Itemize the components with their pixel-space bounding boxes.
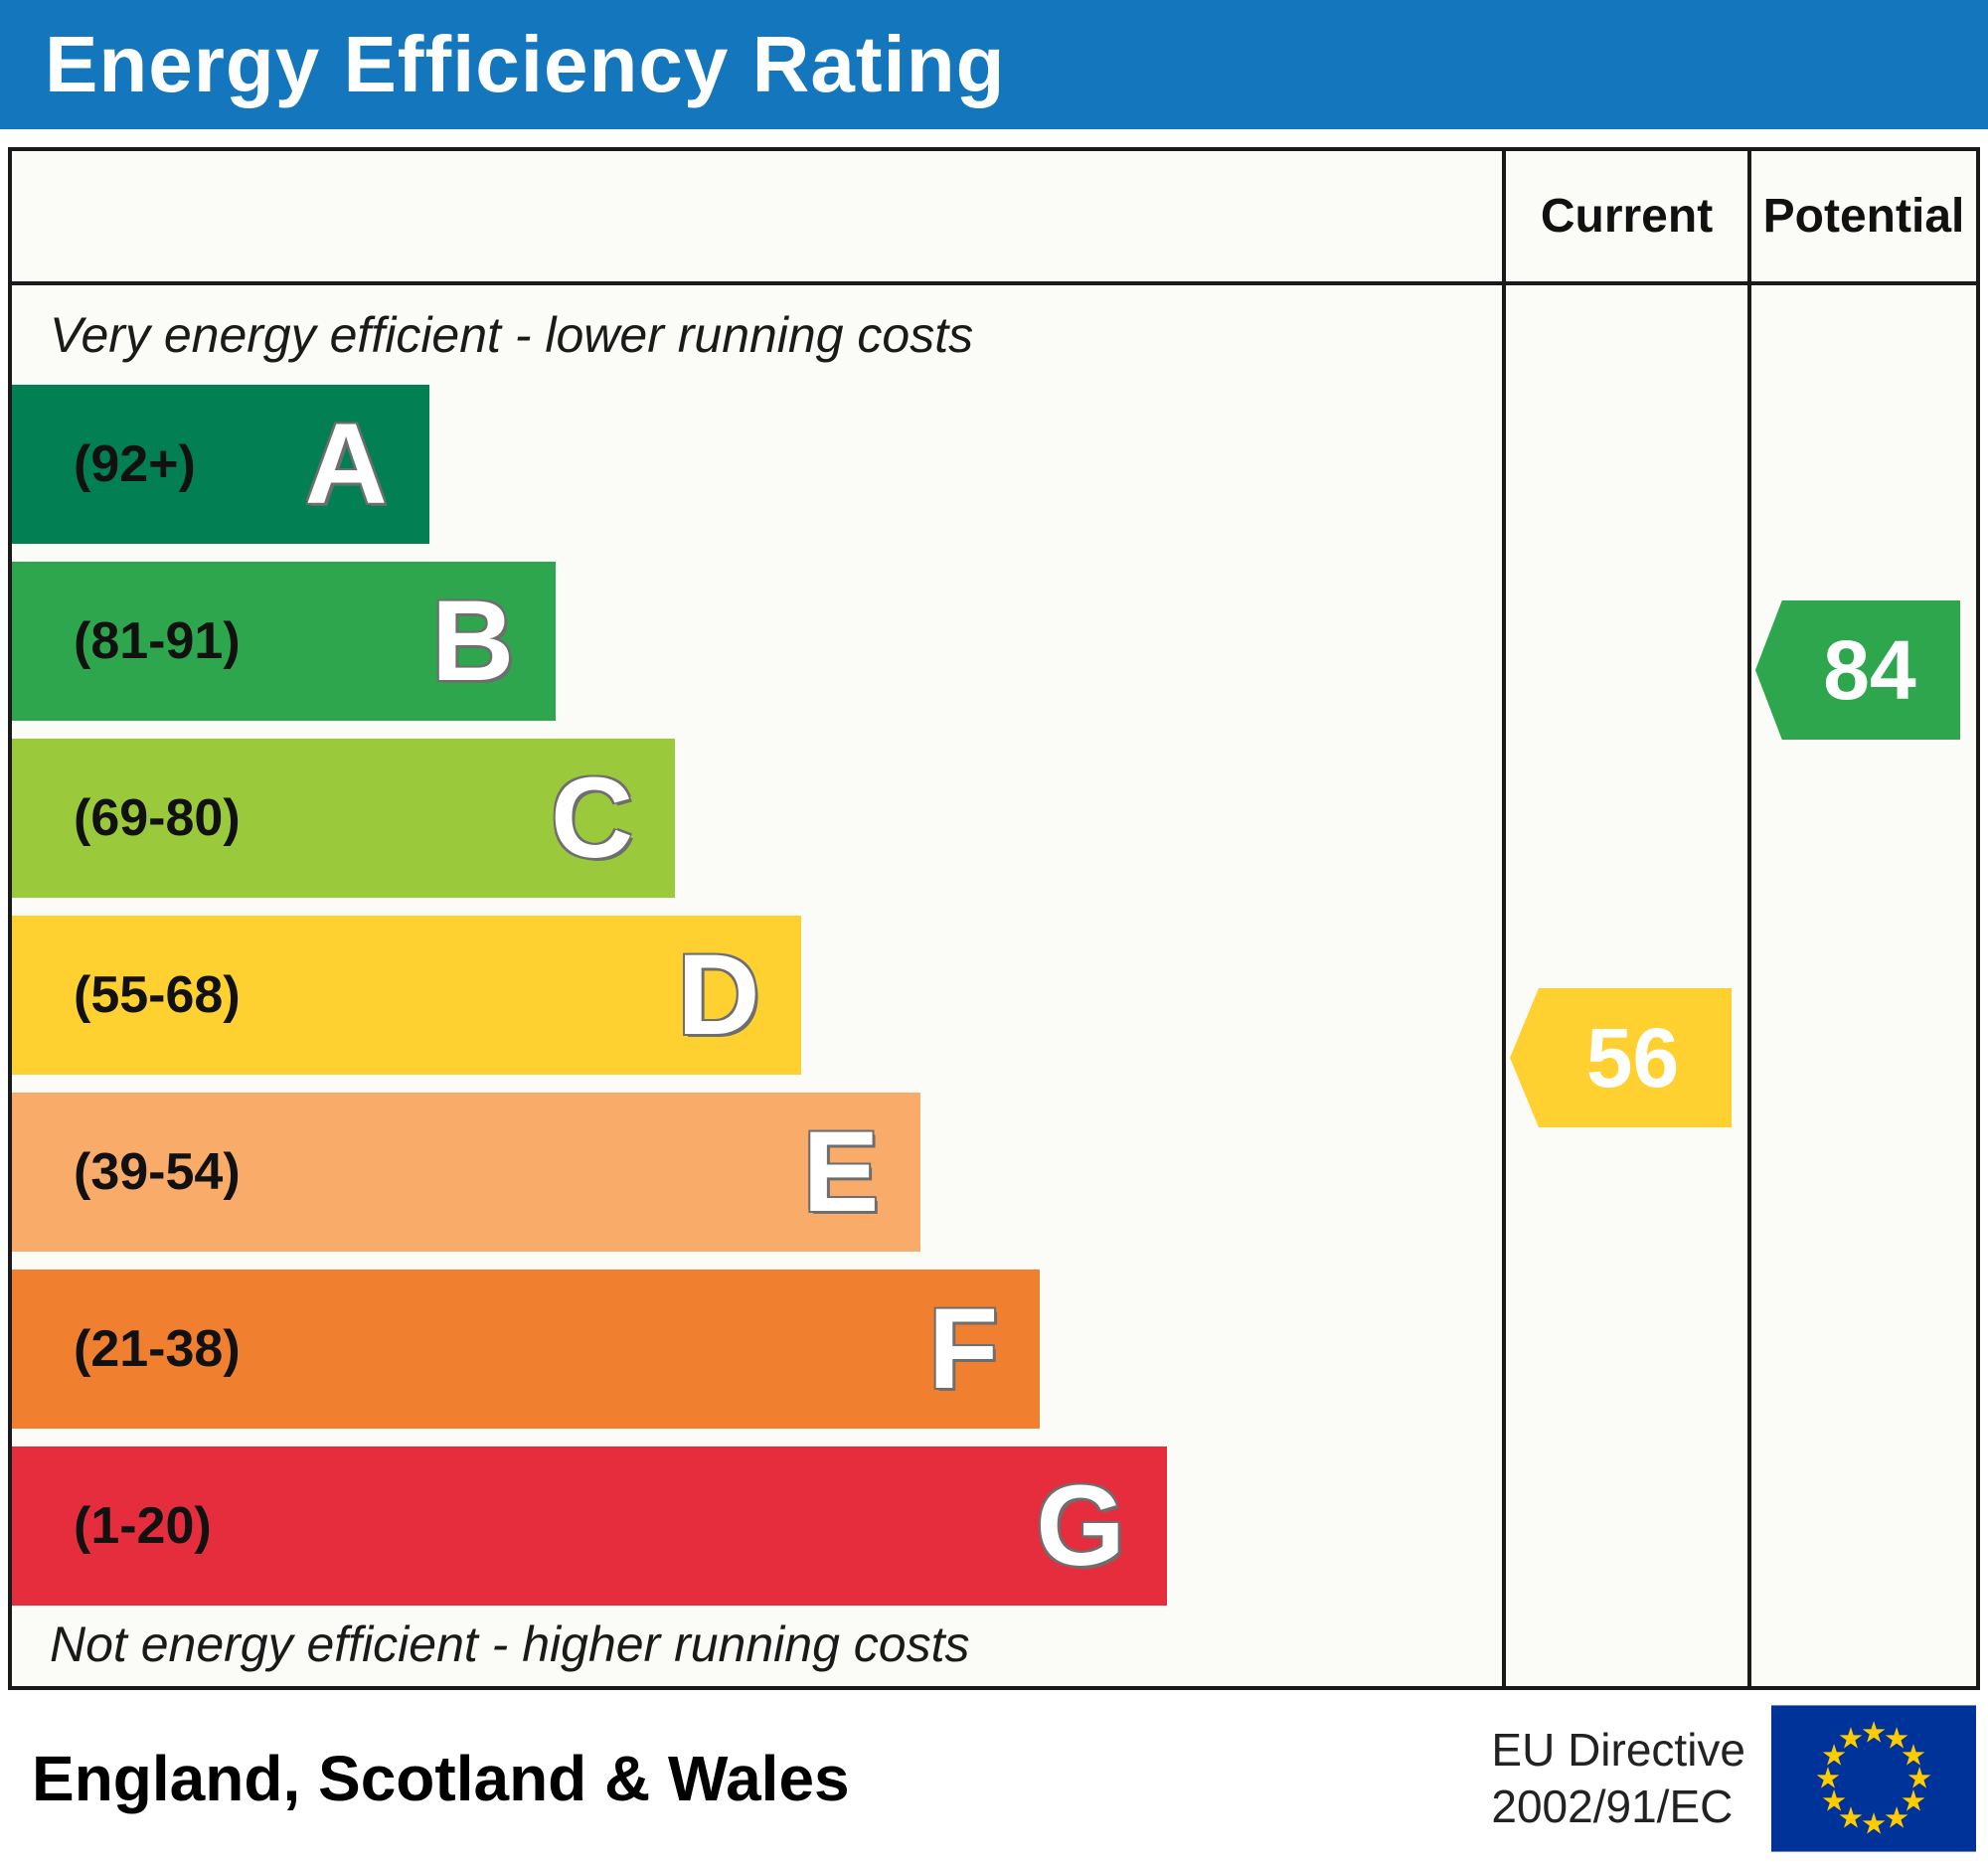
band-letter: A bbox=[304, 400, 388, 528]
current-column: 56 bbox=[1502, 285, 1747, 1686]
svg-text:★: ★ bbox=[1861, 1808, 1887, 1841]
band-range-label: (92+) bbox=[74, 435, 196, 493]
bands-area: Very energy efficient - lower running co… bbox=[12, 285, 1502, 1686]
band-letter: E bbox=[802, 1107, 880, 1236]
band-bar-c: (69-80) C bbox=[12, 739, 676, 898]
chart-header-spacer bbox=[12, 151, 1502, 285]
current-rating-pointer: 56 bbox=[1510, 988, 1732, 1127]
band-letter: C bbox=[550, 754, 634, 882]
bottom-note: Not energy efficient - higher running co… bbox=[50, 1615, 970, 1672]
band-range-label: (39-54) bbox=[74, 1143, 241, 1201]
band-range-label: (81-91) bbox=[74, 612, 241, 670]
svg-text:★: ★ bbox=[1901, 1785, 1926, 1818]
band-row-a: (92+) A bbox=[12, 385, 1502, 544]
band-bar-e: (39-54) E bbox=[12, 1093, 921, 1252]
svg-text:★: ★ bbox=[1815, 1763, 1841, 1795]
band-bar-a: (92+) A bbox=[12, 385, 429, 544]
band-list: (92+) A (81-91) B (69-80) C (55-68) D (39-54) E (2… bbox=[12, 385, 1502, 1606]
page-title: Energy Efficiency Rating bbox=[45, 20, 1006, 108]
svg-text:★: ★ bbox=[1901, 1739, 1926, 1772]
title-bar: Energy Efficiency Rating bbox=[0, 0, 1988, 129]
potential-column: 84 bbox=[1747, 285, 1976, 1686]
epc-table: Current Potential Very energy efficient … bbox=[8, 147, 1980, 1690]
svg-text:★: ★ bbox=[1838, 1723, 1864, 1756]
band-letter: F bbox=[928, 1284, 999, 1413]
band-row-b: (81-91) B bbox=[12, 562, 1502, 721]
band-row-e: (39-54) E bbox=[12, 1093, 1502, 1252]
top-note: Very energy efficient - lower running co… bbox=[50, 307, 974, 363]
footer: England, Scotland & Wales EU Directive 2… bbox=[0, 1690, 1988, 1867]
svg-text:★: ★ bbox=[1884, 1801, 1909, 1834]
potential-rating-value: 84 bbox=[1823, 622, 1916, 717]
band-row-f: (21-38) F bbox=[12, 1270, 1502, 1429]
band-letter: D bbox=[677, 931, 760, 1059]
potential-rating-pointer: 84 bbox=[1755, 600, 1960, 740]
svg-text:★: ★ bbox=[1861, 1716, 1887, 1749]
band-range-label: (69-80) bbox=[74, 789, 241, 847]
band-bar-b: (81-91) B bbox=[12, 562, 557, 721]
footer-right: EU Directive 2002/91/EC ★ ★ ★ ★ ★ ★ ★ ★ ★ ★ ★ ★ bbox=[1491, 1704, 1988, 1853]
svg-text:★: ★ bbox=[1821, 1739, 1847, 1772]
band-range-label: (1-20) bbox=[74, 1497, 212, 1555]
band-bar-g: (1-20) G bbox=[12, 1446, 1167, 1606]
region-label: England, Scotland & Wales bbox=[32, 1743, 850, 1814]
svg-text:★: ★ bbox=[1838, 1801, 1864, 1834]
potential-column-header: Potential bbox=[1747, 151, 1976, 285]
band-letter: B bbox=[431, 577, 515, 705]
band-range-label: (55-68) bbox=[74, 966, 241, 1024]
band-row-d: (55-68) D bbox=[12, 916, 1502, 1075]
eu-flag-icon: ★★★★★★★★★★★★ bbox=[1771, 1705, 1976, 1852]
eu-directive-line2: 2002/91/EC bbox=[1491, 1781, 1734, 1832]
eu-directive-label: EU Directive 2002/91/EC bbox=[1491, 1722, 1745, 1836]
current-column-header: Current bbox=[1502, 151, 1747, 285]
svg-text:★: ★ bbox=[1906, 1763, 1932, 1795]
band-letter: G bbox=[1036, 1461, 1125, 1590]
svg-text:★: ★ bbox=[1884, 1723, 1909, 1756]
band-bar-d: (55-68) D bbox=[12, 916, 802, 1075]
band-bar-f: (21-38) F bbox=[12, 1270, 1041, 1429]
band-row-g: (1-20) G bbox=[12, 1446, 1502, 1606]
svg-text:★: ★ bbox=[1821, 1785, 1847, 1818]
band-row-c: (69-80) C bbox=[12, 739, 1502, 898]
current-rating-value: 56 bbox=[1585, 1010, 1680, 1104]
eu-directive-line1: EU Directive bbox=[1491, 1723, 1745, 1776]
band-range-label: (21-38) bbox=[74, 1320, 241, 1378]
